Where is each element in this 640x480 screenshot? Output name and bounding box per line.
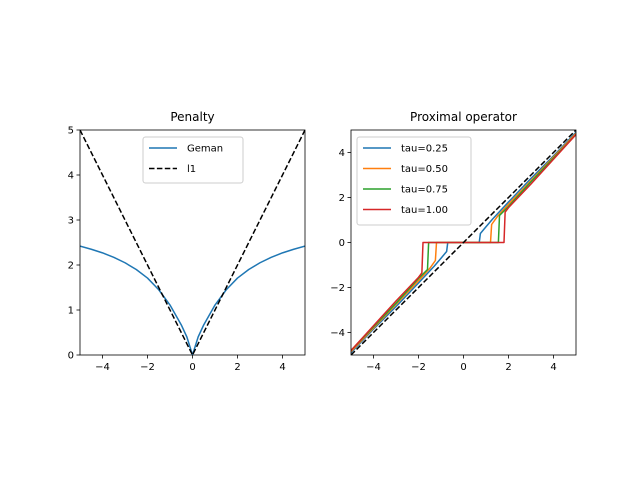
penalty-ytick-label: 1 [68, 306, 74, 317]
penalty-xtick-label: 0 [189, 362, 195, 373]
penalty-legend-label: l1 [187, 164, 196, 175]
penalty-plot-lines [80, 130, 305, 355]
proximal-series-reference-diagonal [351, 130, 576, 355]
penalty-series-l1 [80, 130, 305, 355]
penalty-ytick-label: 4 [68, 171, 74, 182]
penalty-ytick-label: 0 [68, 351, 74, 362]
proximal-ytick-label: −4 [330, 328, 345, 339]
penalty-ytick-label: 5 [68, 126, 74, 137]
penalty-chart: Penalty −4 −2 0 2 4 0 1 2 3 4 5 Geman l1 [68, 110, 306, 373]
penalty-ytick-label: 2 [68, 261, 74, 272]
penalty-legend-label: Geman [187, 144, 223, 155]
proximal-xtick-label: −4 [366, 362, 381, 373]
proximal-legend-label: tau=1.00 [401, 205, 448, 216]
penalty-xtick-label: −4 [95, 362, 110, 373]
proximal-ytick-label: 0 [339, 238, 345, 249]
proximal-chart: Proximal operator −4 −2 0 2 4 −4 −2 0 2 4 tau=0.2… [330, 110, 577, 373]
proximal-legend-label: tau=0.25 [401, 144, 448, 155]
penalty-xtick-label: 2 [234, 362, 240, 373]
proximal-legend-frame [356, 136, 472, 226]
penalty-ticks: −4 −2 0 2 4 0 1 2 3 4 5 [68, 126, 286, 373]
penalty-series-geman [80, 245, 305, 355]
proximal-legend: tau=0.25 tau=0.50 tau=0.75 tau=1.00 [356, 136, 472, 226]
penalty-legend: Geman l1 [142, 136, 244, 184]
penalty-title: Penalty [170, 110, 214, 124]
proximal-legend-label: tau=0.75 [401, 185, 448, 196]
proximal-xtick-label: 2 [505, 362, 511, 373]
proximal-xtick-label: 4 [550, 362, 556, 373]
proximal-plot-lines [351, 130, 576, 355]
proximal-ytick-label: 4 [339, 148, 345, 159]
proximal-xtick-label: −2 [411, 362, 426, 373]
proximal-ticks: −4 −2 0 2 4 −4 −2 0 2 4 [330, 148, 556, 373]
proximal-xtick-label: 0 [460, 362, 466, 373]
penalty-ytick-label: 3 [68, 216, 74, 227]
proximal-legend-label: tau=0.50 [401, 164, 448, 175]
proximal-title: Proximal operator [410, 110, 517, 124]
proximal-ytick-label: −2 [330, 283, 345, 294]
penalty-xtick-label: −2 [140, 362, 155, 373]
proximal-ytick-label: 2 [339, 193, 345, 204]
penalty-xtick-label: 4 [279, 362, 285, 373]
